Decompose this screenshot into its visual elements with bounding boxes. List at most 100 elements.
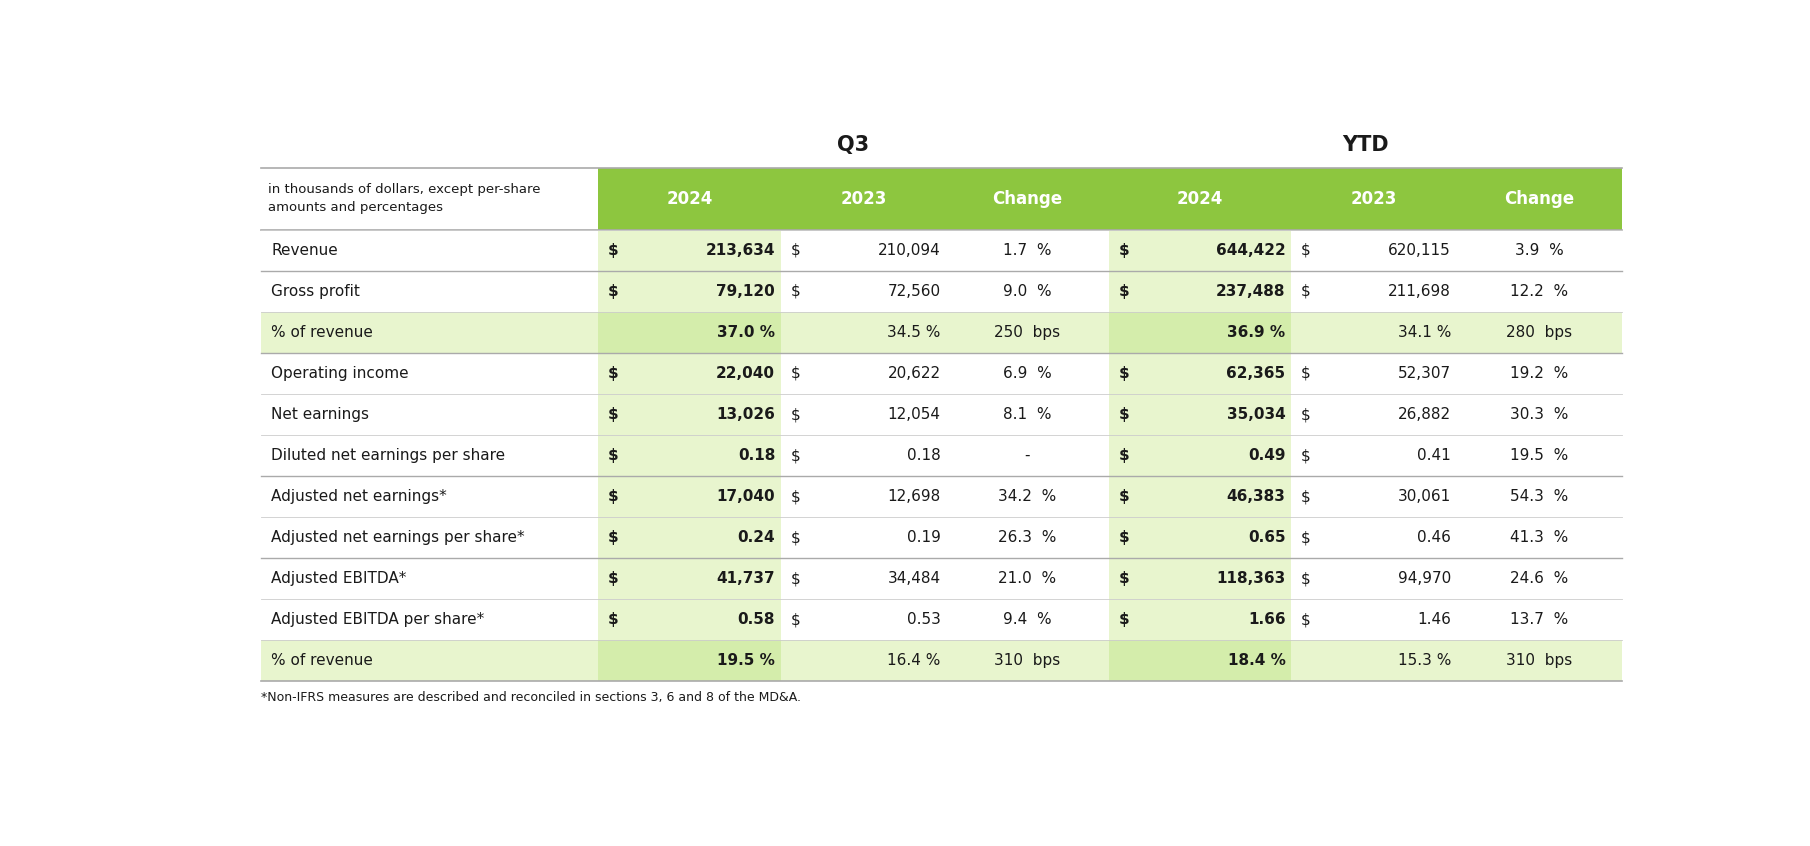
Text: 13.7  %: 13.7 % <box>1510 613 1569 627</box>
Text: 41.3  %: 41.3 % <box>1510 530 1569 545</box>
Bar <box>599 312 780 353</box>
Text: 0.53: 0.53 <box>907 613 941 627</box>
Bar <box>261 476 1622 517</box>
Text: $: $ <box>791 243 800 258</box>
Text: $: $ <box>1119 571 1129 586</box>
Text: $: $ <box>1301 284 1310 299</box>
Text: % of revenue: % of revenue <box>272 325 373 340</box>
Text: 15.3 %: 15.3 % <box>1397 653 1452 668</box>
Bar <box>1291 168 1457 230</box>
Text: 34,484: 34,484 <box>887 571 941 586</box>
Bar <box>261 640 1622 681</box>
Text: $: $ <box>1301 448 1310 463</box>
Text: 19.5  %: 19.5 % <box>1510 448 1569 463</box>
Text: $: $ <box>1301 366 1310 381</box>
Bar <box>1110 476 1291 517</box>
Text: $: $ <box>791 571 800 586</box>
Text: $: $ <box>1301 407 1310 422</box>
Bar <box>261 312 1622 353</box>
Text: 26.3  %: 26.3 % <box>999 530 1057 545</box>
Text: 210,094: 210,094 <box>878 243 941 258</box>
Bar <box>599 640 780 681</box>
Text: 12,054: 12,054 <box>887 407 941 422</box>
Text: 54.3  %: 54.3 % <box>1510 489 1569 504</box>
Bar <box>1110 230 1291 271</box>
Text: 30,061: 30,061 <box>1397 489 1452 504</box>
Text: 620,115: 620,115 <box>1388 243 1452 258</box>
Text: $: $ <box>1119 284 1129 299</box>
Text: $: $ <box>608 448 619 463</box>
Text: 2023: 2023 <box>840 190 887 208</box>
Text: 22,040: 22,040 <box>717 366 775 381</box>
Text: $: $ <box>1119 448 1129 463</box>
Text: 0.41: 0.41 <box>1417 448 1452 463</box>
Bar <box>599 168 780 230</box>
Bar <box>1457 168 1622 230</box>
Bar <box>1110 517 1291 558</box>
Text: $: $ <box>1119 530 1129 545</box>
Bar <box>261 599 1622 640</box>
Text: 1.7  %: 1.7 % <box>1003 243 1052 258</box>
Bar <box>599 353 780 394</box>
Text: 250  bps: 250 bps <box>994 325 1061 340</box>
Text: $: $ <box>791 489 800 504</box>
Text: 0.19: 0.19 <box>907 530 941 545</box>
Text: $: $ <box>791 530 800 545</box>
Bar <box>1110 271 1291 312</box>
Text: Adjusted EBITDA per share*: Adjusted EBITDA per share* <box>272 613 485 627</box>
Text: 0.46: 0.46 <box>1417 530 1452 545</box>
Text: 34.5 %: 34.5 % <box>887 325 941 340</box>
Bar <box>1110 394 1291 435</box>
Text: $: $ <box>608 243 619 258</box>
Text: 280  bps: 280 bps <box>1506 325 1573 340</box>
Text: Adjusted net earnings per share*: Adjusted net earnings per share* <box>272 530 525 545</box>
Text: 41,737: 41,737 <box>717 571 775 586</box>
Text: $: $ <box>791 613 800 627</box>
Text: Adjusted EBITDA*: Adjusted EBITDA* <box>272 571 407 586</box>
Text: -: - <box>1024 448 1030 463</box>
Bar <box>1110 599 1291 640</box>
Text: 18.4 %: 18.4 % <box>1227 653 1285 668</box>
Text: 1.66: 1.66 <box>1247 613 1285 627</box>
Bar <box>261 121 1622 681</box>
Text: % of revenue: % of revenue <box>272 653 373 668</box>
Text: $: $ <box>791 448 800 463</box>
Bar <box>599 435 780 476</box>
Bar <box>261 517 1622 558</box>
Text: 2024: 2024 <box>666 190 713 208</box>
Bar <box>261 168 599 230</box>
Bar <box>261 271 1622 312</box>
Text: Adjusted net earnings*: Adjusted net earnings* <box>272 489 447 504</box>
Text: $: $ <box>1301 530 1310 545</box>
Text: 26,882: 26,882 <box>1397 407 1452 422</box>
Bar <box>599 558 780 599</box>
Text: $: $ <box>608 366 619 381</box>
Bar <box>1110 353 1291 394</box>
Text: 19.5 %: 19.5 % <box>717 653 775 668</box>
Text: Net earnings: Net earnings <box>272 407 369 422</box>
Text: Change: Change <box>992 190 1062 208</box>
Text: 644,422: 644,422 <box>1216 243 1285 258</box>
Text: 237,488: 237,488 <box>1216 284 1285 299</box>
Text: 52,307: 52,307 <box>1397 366 1452 381</box>
Bar <box>1110 558 1291 599</box>
Bar <box>1110 312 1291 353</box>
Text: 37.0 %: 37.0 % <box>717 325 775 340</box>
Bar <box>261 558 1622 599</box>
Text: $: $ <box>608 613 619 627</box>
Text: $: $ <box>608 530 619 545</box>
Text: $: $ <box>1301 489 1310 504</box>
Text: 72,560: 72,560 <box>887 284 941 299</box>
Text: $: $ <box>1301 571 1310 586</box>
Text: 12,698: 12,698 <box>887 489 941 504</box>
Text: 46,383: 46,383 <box>1227 489 1285 504</box>
Bar <box>599 230 780 271</box>
Text: in thousands of dollars, except per-share
amounts and percentages: in thousands of dollars, except per-shar… <box>268 184 541 214</box>
Text: Q3: Q3 <box>838 135 869 155</box>
Text: Change: Change <box>1504 190 1575 208</box>
Text: $: $ <box>1119 366 1129 381</box>
Text: 94,970: 94,970 <box>1397 571 1452 586</box>
Text: 8.1  %: 8.1 % <box>1003 407 1052 422</box>
Bar <box>599 517 780 558</box>
Text: $: $ <box>1119 407 1129 422</box>
